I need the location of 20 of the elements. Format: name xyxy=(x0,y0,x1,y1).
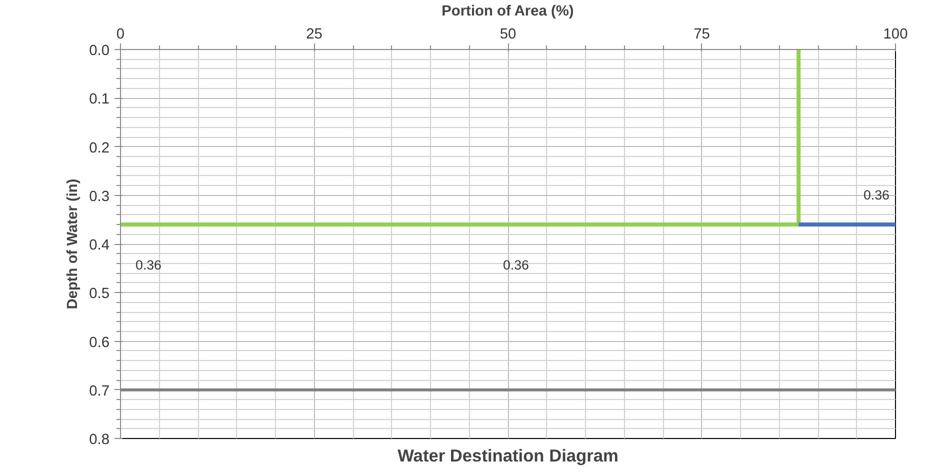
y-tick-label: 0.1 xyxy=(89,92,110,108)
y-tick-label: 0.2 xyxy=(89,140,110,156)
y-tick-label: 0.0 xyxy=(89,43,110,59)
x-tick-label: 75 xyxy=(694,26,710,42)
y-tick-label: 0.6 xyxy=(89,334,110,351)
text: Water Destination Diagram xyxy=(398,446,618,466)
y-tick-label: 0.5 xyxy=(89,286,110,302)
x-tick-label: 100 xyxy=(883,26,908,42)
y-tick-label: 0.3 xyxy=(89,188,110,205)
x-tick-label: 50 xyxy=(500,26,516,42)
x-axis-title: Portion of Area (%) xyxy=(442,4,574,20)
x-tick-label: 0 xyxy=(116,26,125,42)
y-axis-title: Depth of Water (in) xyxy=(65,178,82,310)
y-tick-label: 0.4 xyxy=(89,238,110,254)
y-tick-label: 0.8 xyxy=(89,432,110,448)
y-tick-label: 0.7 xyxy=(89,383,110,400)
annotation: 0.36 xyxy=(503,258,529,273)
annotation: 0.36 xyxy=(864,188,890,203)
x-tick-label: 25 xyxy=(306,26,322,42)
annotation: 0.36 xyxy=(136,258,162,273)
